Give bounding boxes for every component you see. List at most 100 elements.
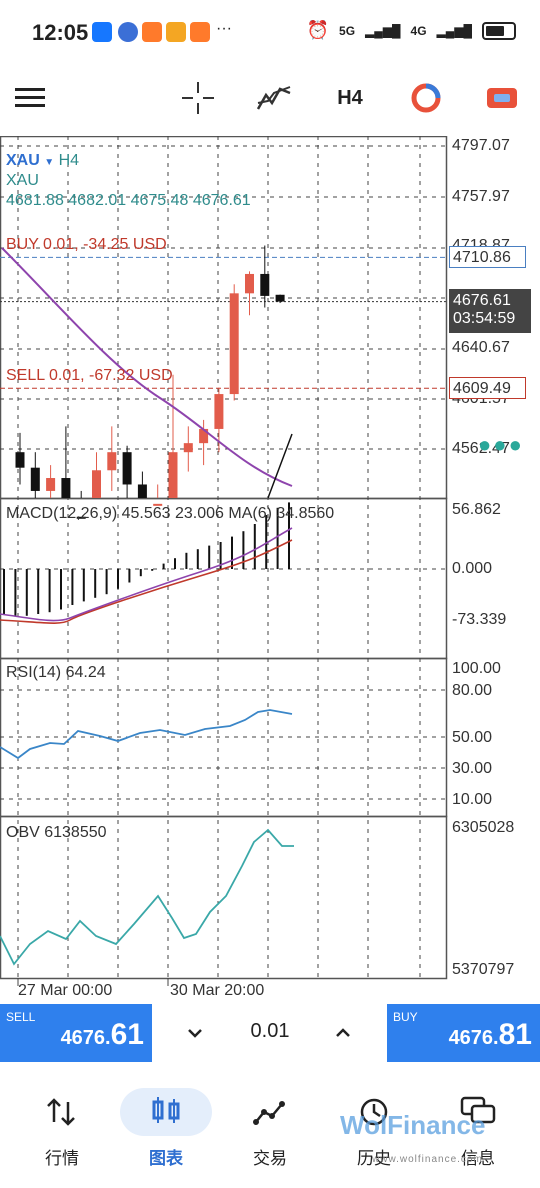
nav-chart-label: 图表 — [149, 1149, 183, 1168]
signal-bars-icon-2: ▂▄▆█ — [436, 23, 472, 38]
hamburger-icon — [15, 88, 45, 107]
one-click-trading-button[interactable] — [406, 80, 446, 116]
one-click-icon — [411, 83, 441, 113]
trade-icon — [253, 1101, 285, 1125]
lot-size-value[interactable]: 0.01 — [250, 1020, 290, 1042]
candle-body-12 — [199, 428, 209, 444]
sell-order-line-label[interactable]: SELL 0.01, -67.32 USD — [6, 367, 173, 384]
signal-bars-icon: ▂▄▆█ — [365, 23, 401, 38]
nav-history-label: 历史 — [357, 1149, 391, 1168]
current-price-tag: 4676.61 03:54:59 — [449, 289, 531, 333]
price-scale-6: 4562.47 — [452, 440, 510, 457]
indicators-button[interactable] — [254, 80, 294, 116]
nav-chart[interactable]: 图表 — [116, 1080, 216, 1170]
buy-price-tag: 4710.86 — [449, 246, 526, 268]
watermark-brand: WolFinance — [340, 1110, 486, 1140]
lot-increase-button[interactable] — [328, 1018, 358, 1048]
messages-icon — [460, 1096, 496, 1124]
symbol-timeframe: H4 — [58, 152, 80, 169]
bottom-navigation: 行情 图表 交易 历史 信息 — [0, 1080, 540, 1188]
rsi-scale-100: 100.00 — [452, 660, 501, 677]
symbol-description: XAU — [6, 172, 39, 189]
rsi-scale-50: 50.00 — [452, 729, 493, 746]
rsi-line — [0, 709, 293, 760]
history-icon — [360, 1098, 388, 1126]
nav-trade[interactable]: 交易 — [220, 1080, 320, 1170]
buy-label: BUY — [393, 1010, 418, 1024]
candle-body-17 — [275, 294, 285, 302]
crosshair-icon — [182, 82, 214, 114]
battery-icon — [482, 21, 516, 40]
sell-button[interactable]: SELL 4676.61 — [0, 1004, 152, 1062]
sell-label: SELL — [6, 1010, 36, 1024]
macd-label: MACD(12,26,9) 45.563 23.006 MA(6) 34.856… — [6, 505, 335, 522]
moving-average-line — [1, 247, 293, 487]
new-order-icon — [487, 88, 517, 108]
buy-price: 4676.81 — [448, 1018, 532, 1051]
chart-toolbar: H4 — [0, 66, 540, 130]
alipay-icon — [92, 22, 112, 42]
status-time: 12:05 — [32, 20, 89, 45]
app-icon-2 — [166, 22, 186, 42]
more-options-icon[interactable]: ●●● — [478, 432, 524, 457]
nav-trade-label: 交易 — [253, 1149, 287, 1168]
trend-line — [267, 433, 293, 499]
candle-body-10 — [168, 452, 178, 498]
symbol-name: XAU — [6, 152, 40, 169]
menu-button[interactable] — [12, 80, 48, 116]
app-icon-3 — [190, 22, 210, 42]
more-notifications-icon: ··· — [216, 20, 232, 37]
current-price: 4676.61 — [453, 292, 511, 309]
crosshair-button[interactable] — [180, 80, 216, 116]
nav-history[interactable]: 历史 — [324, 1080, 424, 1170]
status-right: ⏰ 5G ▂▄▆█ 4G ▂▄▆█ — [307, 20, 516, 41]
candle-body-11 — [183, 443, 193, 453]
candle-body-7 — [122, 452, 132, 485]
time-axis-label-2: 30 Mar 20:00 — [170, 982, 265, 999]
alarm-icon: ⏰ — [306, 20, 330, 40]
active-tab-indicator — [120, 1088, 212, 1136]
one-click-trade-panel: SELL 4676.61 0.01 BUY 4676.81 — [0, 1004, 540, 1062]
candle-body-6 — [107, 452, 117, 471]
chevron-down-icon — [188, 1029, 202, 1038]
nav-messages-label: 信息 — [461, 1149, 495, 1168]
candle-body-5 — [92, 470, 101, 498]
candle-body-8 — [137, 484, 147, 498]
candle-body-1 — [30, 467, 40, 491]
macd-scale-zero: 0.000 — [452, 560, 493, 577]
lot-decrease-button[interactable] — [180, 1018, 210, 1048]
chart-area[interactable]: XAU ▼ H4 XAU 4681.88 4682.01 4675.48 467… — [0, 136, 540, 1004]
dropdown-arrow-icon[interactable]: ▼ — [44, 157, 55, 168]
sell-price-tag: 4609.49 — [449, 377, 526, 399]
chart-canvas[interactable] — [0, 136, 540, 1004]
nav-messages[interactable]: 信息 — [428, 1080, 528, 1170]
price-scale-1: 4797.07 — [452, 137, 510, 154]
symbol-title: XAU ▼ H4 — [6, 152, 79, 170]
new-order-button[interactable] — [482, 80, 522, 116]
rsi-label: RSI(14) 64.24 — [6, 664, 106, 681]
timeframe-label: H4 — [337, 86, 363, 109]
nav-quotes-label: 行情 — [45, 1149, 79, 1168]
app-icon-1 — [142, 22, 162, 42]
obv-scale-bottom: 5370797 — [452, 961, 515, 978]
macd-ma-line — [0, 527, 293, 622]
timeframe-button[interactable]: H4 — [330, 80, 370, 116]
nav-quotes[interactable]: 行情 — [12, 1080, 112, 1170]
signal-5g: 5G — [339, 23, 356, 38]
obv-label: OBV 6138550 — [6, 824, 107, 841]
quotes-icon — [47, 1098, 75, 1126]
macd-signal-line — [0, 539, 293, 624]
sell-price: 4676.61 — [60, 1018, 144, 1051]
candle-body-14 — [229, 293, 239, 395]
candle-body-15 — [245, 273, 254, 294]
chevron-up-icon — [336, 1028, 350, 1037]
panel-frame-4 — [0, 815, 448, 980]
rsi-scale-30: 30.00 — [452, 760, 493, 777]
buy-order-line-label[interactable]: BUY 0.01, -34.25 USD — [6, 236, 167, 253]
candle-body-13 — [214, 394, 224, 429]
macd-scale-bottom: -73.339 — [452, 611, 507, 628]
status-bar: 12:05 ··· ⏰ 5G ▂▄▆█ 4G ▂▄▆█ — [0, 0, 540, 66]
buy-button[interactable]: BUY 4676.81 — [387, 1004, 540, 1062]
rsi-scale-10: 10.00 — [452, 791, 493, 808]
ohlc-values: 4681.88 4682.01 4675.48 4676.61 — [6, 192, 251, 209]
